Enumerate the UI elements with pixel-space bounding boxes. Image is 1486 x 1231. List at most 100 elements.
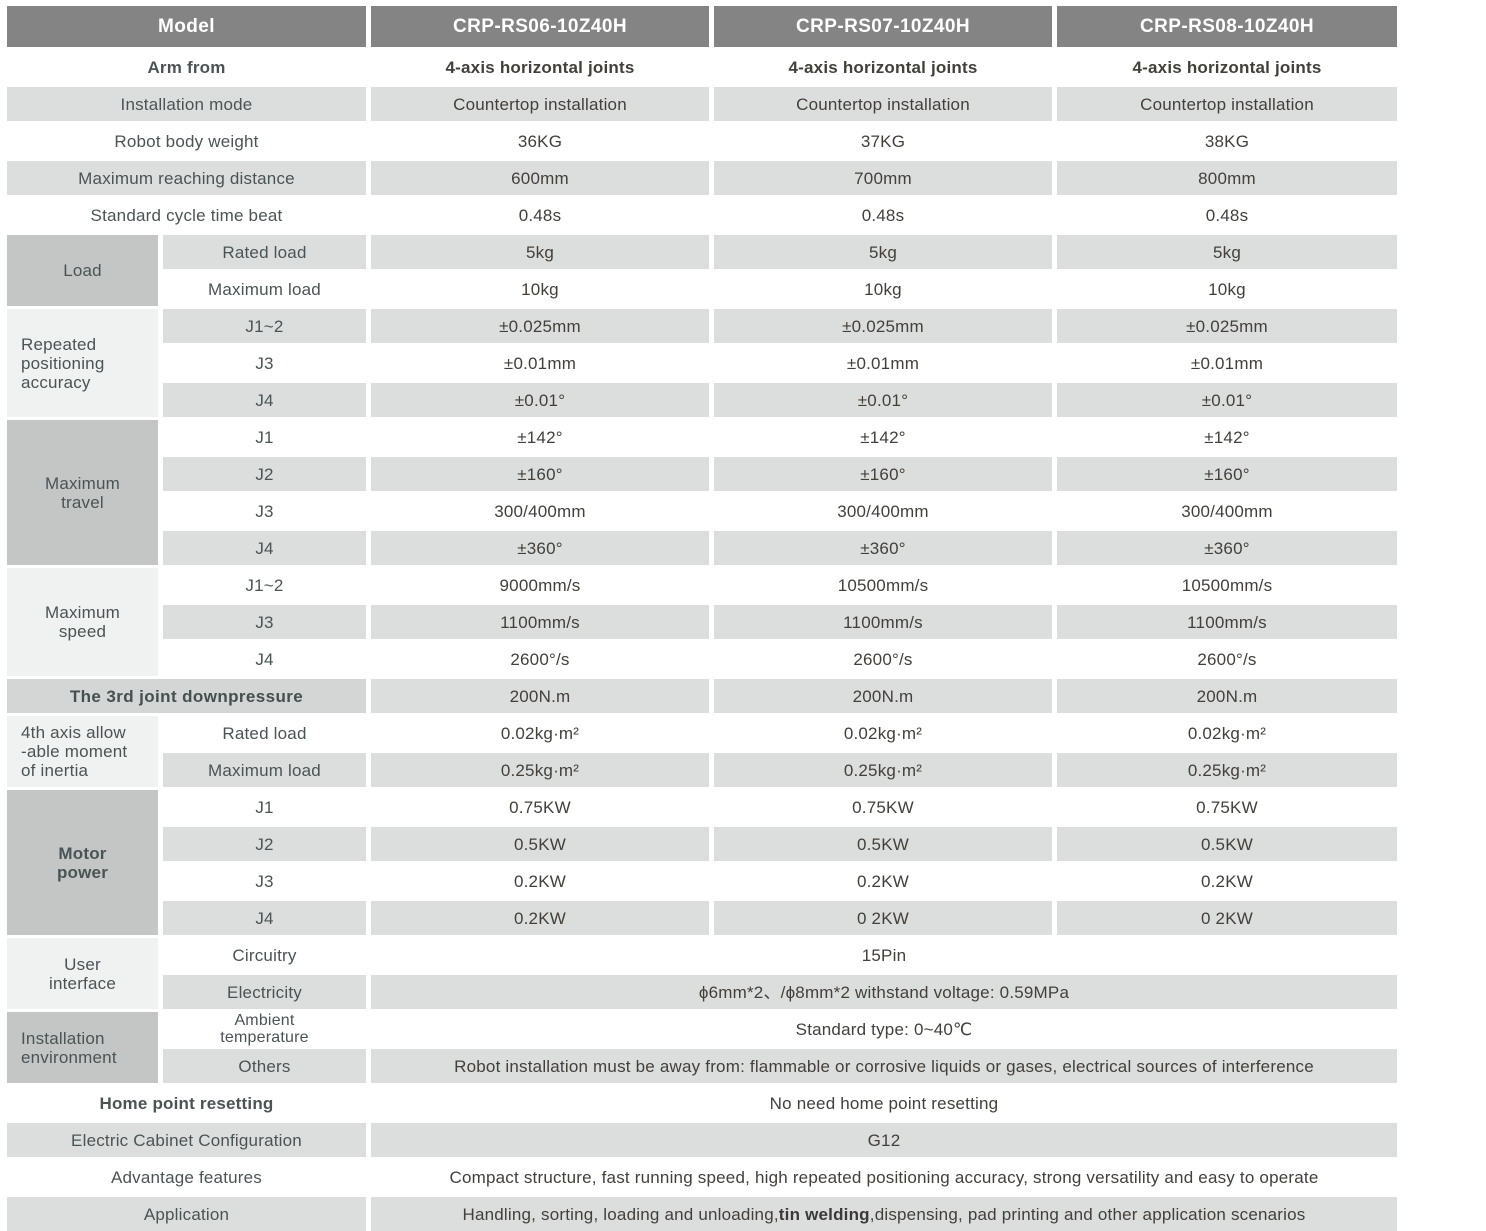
value-robot-body-weight-1: 36KG xyxy=(517,131,563,151)
value-inertia-max-3: 0.25kg·m² xyxy=(1057,753,1397,787)
label-max-reaching-distance: Maximum reaching distance xyxy=(7,161,366,195)
value-speed-j3-2: 1100mm/s xyxy=(714,605,1052,639)
value-motor-j2-3: 0.5KW xyxy=(1057,827,1397,861)
value-application: Handling, sorting, loading and unloading… xyxy=(371,1197,1397,1231)
value-travel-j2-3: ±160° xyxy=(1057,457,1397,491)
label-arm-from: Arm from xyxy=(147,57,226,77)
value-max-reach-2: 700mm xyxy=(714,161,1052,195)
label-inertia-rated: Rated load xyxy=(222,723,307,743)
label-motor-j1: J1 xyxy=(255,797,274,817)
application-text-bold: tin welding xyxy=(778,1204,870,1224)
label-application: Application xyxy=(7,1197,366,1231)
label-load-rated: Rated load xyxy=(163,235,366,269)
group-user-interface: User interface xyxy=(7,938,158,1009)
value-ambient-temperature: Standard type: 0~40℃ xyxy=(795,1019,973,1039)
label-motor-j2: J2 xyxy=(163,827,366,861)
group-speed-label: Maximum speed xyxy=(45,603,120,641)
value-installation-mode-1: Countertop installation xyxy=(371,87,709,121)
label-travel-j4: J4 xyxy=(163,531,366,565)
group-load: Load xyxy=(7,235,158,306)
group-accuracy-line-2: positioning xyxy=(21,353,105,373)
value-installation-mode-2: Countertop installation xyxy=(714,87,1052,121)
value-speed-j4-3: 2600°/s xyxy=(1197,649,1257,669)
robot-spec-table: Model CRP-RS06-10Z40H CRP-RS07-10Z40H CR… xyxy=(7,6,1397,1231)
value-motor-j1-1: 0.75KW xyxy=(509,797,571,817)
group-installation-environment: Installation environment xyxy=(7,1012,158,1083)
group-env-line-1: Installation xyxy=(21,1028,105,1048)
label-ambient-temperature: Ambient temperature xyxy=(163,1012,366,1046)
group-inertia-line-3: of inertia xyxy=(21,761,89,780)
value-robot-body-weight-3: 38KG xyxy=(1204,131,1250,151)
value-travel-j4-2: ±360° xyxy=(714,531,1052,565)
value-load-rated-2: 5kg xyxy=(714,235,1052,269)
value-accuracy-j12-1: ±0.025mm xyxy=(371,309,709,343)
value-accuracy-j4-1: ±0.01° xyxy=(371,383,709,417)
value-speed-j4-2: 2600°/s xyxy=(853,649,913,669)
value-load-max-2: 10kg xyxy=(864,279,902,299)
value-travel-j4-3: ±360° xyxy=(1057,531,1397,565)
value-robot-body-weight-2: 37KG xyxy=(860,131,906,151)
label-ambient-lines: Ambient temperature xyxy=(220,1012,308,1046)
value-motor-j2-1: 0.5KW xyxy=(371,827,709,861)
header-model-1: CRP-RS06-10Z40H xyxy=(371,6,709,47)
label-inertia-max: Maximum load xyxy=(163,753,366,787)
group-accuracy-line-3: accuracy xyxy=(21,372,91,392)
value-arm-from-1: 4-axis horizontal joints xyxy=(445,57,635,77)
group-ui-line-2: interface xyxy=(48,973,116,993)
value-inertia-max-2: 0.25kg·m² xyxy=(714,753,1052,787)
value-motor-j1-2: 0.75KW xyxy=(852,797,914,817)
value-travel-j3-1: 300/400mm xyxy=(494,501,586,521)
value-travel-j2-2: ±160° xyxy=(714,457,1052,491)
value-travel-j1-2: ±142° xyxy=(860,427,906,447)
label-ambient-line-2: temperature xyxy=(220,1029,309,1046)
group-motor-power: Motor power xyxy=(7,790,158,935)
value-electricity: ϕ6mm*2、/ϕ8mm*2 withstand voltage: 0.59MP… xyxy=(371,975,1397,1009)
group-travel-line-1: Maximum xyxy=(44,473,121,493)
value-travel-j1-1: ±142° xyxy=(517,427,563,447)
value-motor-j3-3: 0.2KW xyxy=(1200,871,1254,891)
value-accuracy-j12-2: ±0.025mm xyxy=(714,309,1052,343)
group-repeated-positioning-accuracy: Repeated positioning accuracy xyxy=(7,309,158,417)
value-motor-j4-3: 0 2KW xyxy=(1057,901,1397,935)
value-speed-j12-2: 10500mm/s xyxy=(837,575,929,595)
value-load-rated-3: 5kg xyxy=(1057,235,1397,269)
label-travel-j1: J1 xyxy=(255,427,274,447)
value-inertia-max-1: 0.25kg·m² xyxy=(371,753,709,787)
header-model-label: Model xyxy=(7,6,366,47)
label-cycle-time: Standard cycle time beat xyxy=(90,205,283,225)
group-inertia-label: 4th axis allow -able moment of inertia xyxy=(21,723,127,780)
value-motor-j4-2: 0 2KW xyxy=(714,901,1052,935)
value-arm-from-3: 4-axis horizontal joints xyxy=(1132,57,1322,77)
label-electric-cabinet: Electric Cabinet Configuration xyxy=(7,1123,366,1157)
group-accuracy-label: Repeated positioning accuracy xyxy=(21,335,104,392)
label-electricity: Electricity xyxy=(163,975,366,1009)
value-accuracy-j4-3: ±0.01° xyxy=(1057,383,1397,417)
value-accuracy-j3-1: ±0.01mm xyxy=(503,353,577,373)
value-travel-j3-2: 300/400mm xyxy=(837,501,929,521)
label-speed-j12: J1~2 xyxy=(245,575,284,595)
label-robot-body-weight: Robot body weight xyxy=(114,131,259,151)
value-motor-j4-1: 0.2KW xyxy=(371,901,709,935)
value-advantage-features: Compact structure, fast running speed, h… xyxy=(449,1167,1319,1187)
group-inertia-line-2: -able moment xyxy=(21,742,128,761)
label-motor-j3: J3 xyxy=(255,871,274,891)
value-accuracy-j12-3: ±0.025mm xyxy=(1057,309,1397,343)
label-load-max: Maximum load xyxy=(208,279,321,299)
group-travel-line-2: travel xyxy=(61,492,104,512)
value-cycle-time-1: 0.48s xyxy=(518,205,562,225)
group-ui-label: User interface xyxy=(49,955,116,993)
value-travel-j2-1: ±160° xyxy=(371,457,709,491)
value-third-joint-3: 200N.m xyxy=(1057,679,1397,713)
value-accuracy-j3-3: ±0.01mm xyxy=(1190,353,1264,373)
value-motor-j1-3: 0.75KW xyxy=(1196,797,1258,817)
label-others: Others xyxy=(163,1049,366,1083)
label-accuracy-j4: J4 xyxy=(163,383,366,417)
value-speed-j3-3: 1100mm/s xyxy=(1057,605,1397,639)
value-load-max-3: 10kg xyxy=(1208,279,1246,299)
value-travel-j4-1: ±360° xyxy=(371,531,709,565)
group-inertia-line-1: 4th axis allow xyxy=(21,723,126,742)
value-third-joint-1: 200N.m xyxy=(371,679,709,713)
value-load-rated-1: 5kg xyxy=(371,235,709,269)
group-motor-line-2: power xyxy=(56,862,109,882)
value-motor-j3-1: 0.2KW xyxy=(513,871,567,891)
